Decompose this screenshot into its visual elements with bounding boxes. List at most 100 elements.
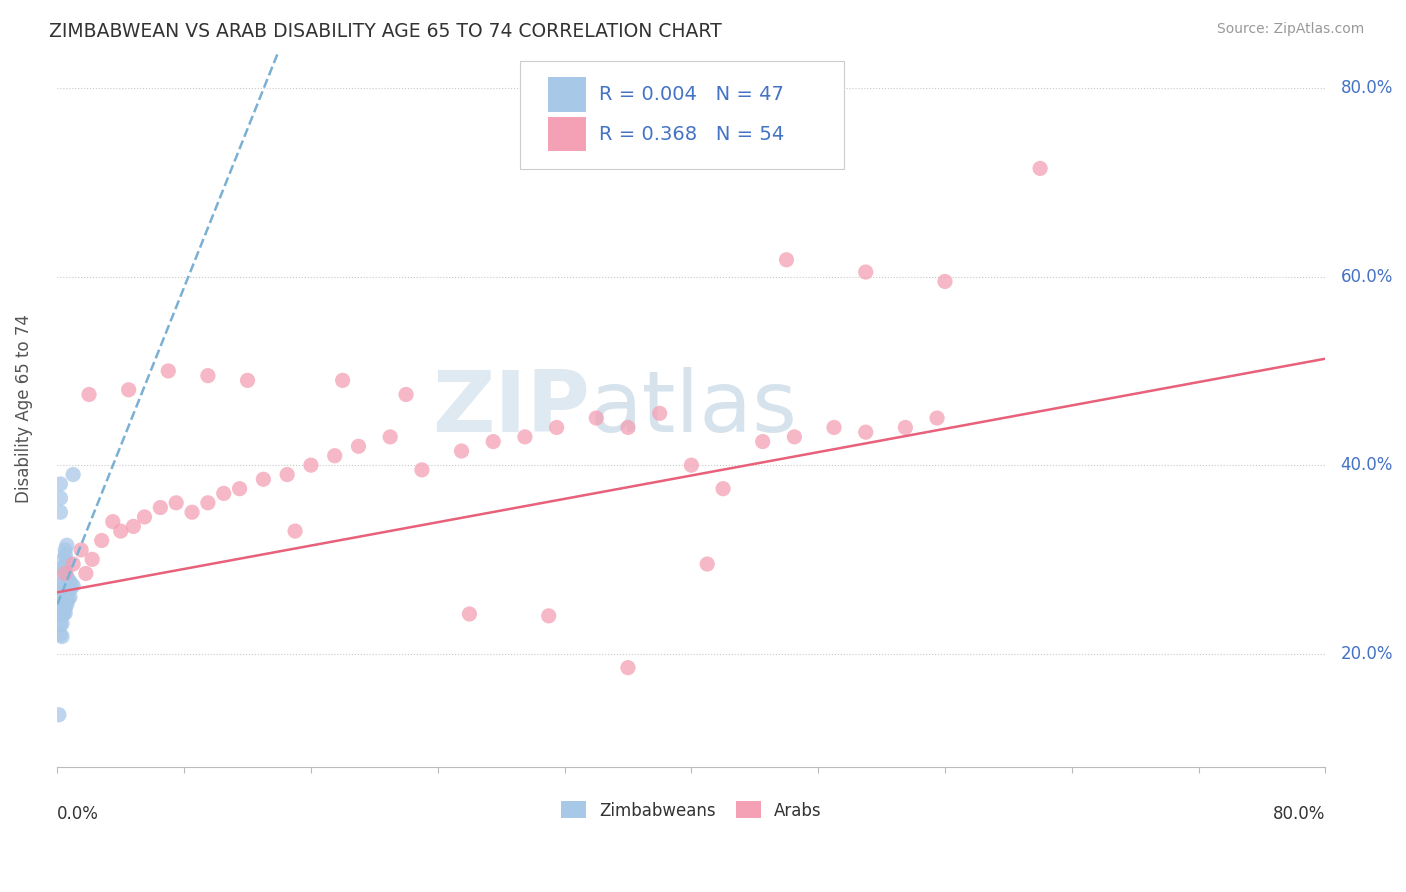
Point	[513, 430, 536, 444]
Point	[82, 552, 104, 566]
Point	[51, 585, 73, 599]
Point	[53, 566, 76, 581]
Point	[585, 411, 607, 425]
Point	[110, 524, 132, 538]
Point	[53, 564, 76, 578]
Text: atlas: atlas	[591, 368, 799, 450]
Point	[925, 411, 948, 425]
Point	[395, 387, 418, 401]
Point	[934, 275, 956, 289]
Point	[52, 591, 75, 606]
Point	[70, 542, 93, 557]
Point	[149, 500, 172, 515]
Point	[56, 598, 79, 612]
Point	[62, 467, 84, 482]
Point	[323, 449, 346, 463]
Point	[236, 373, 259, 387]
Point	[411, 463, 433, 477]
Point	[52, 582, 75, 597]
Point	[212, 486, 235, 500]
Point	[51, 575, 73, 590]
Point	[347, 439, 370, 453]
Point	[53, 579, 76, 593]
Point	[648, 406, 671, 420]
Text: 80.0%: 80.0%	[1272, 805, 1326, 823]
Point	[252, 472, 274, 486]
Point	[49, 477, 72, 491]
Point	[855, 425, 877, 439]
Text: R = 0.368   N = 54: R = 0.368 N = 54	[599, 125, 785, 144]
Point	[59, 574, 82, 589]
Point	[711, 482, 734, 496]
FancyBboxPatch shape	[520, 62, 844, 169]
Point	[75, 566, 97, 581]
Point	[458, 607, 481, 621]
Text: Source: ZipAtlas.com: Source: ZipAtlas.com	[1216, 22, 1364, 37]
Point	[58, 591, 80, 606]
Point	[52, 560, 75, 574]
Point	[546, 420, 568, 434]
Point	[157, 364, 180, 378]
Point	[228, 482, 250, 496]
Point	[49, 628, 72, 642]
Point	[59, 590, 82, 604]
Point	[1029, 161, 1052, 176]
Point	[49, 618, 72, 632]
Point	[62, 579, 84, 593]
Point	[122, 519, 145, 533]
Point	[49, 571, 72, 585]
Point	[51, 599, 73, 614]
Point	[56, 569, 79, 583]
Text: 40.0%: 40.0%	[1341, 456, 1393, 475]
Text: 20.0%: 20.0%	[1341, 645, 1393, 663]
Point	[617, 660, 640, 674]
Legend: Zimbabweans, Arabs: Zimbabweans, Arabs	[554, 795, 828, 826]
Point	[51, 604, 73, 618]
Point	[53, 606, 76, 620]
Point	[617, 420, 640, 434]
Point	[197, 496, 219, 510]
Point	[51, 608, 73, 623]
Point	[52, 598, 75, 612]
FancyBboxPatch shape	[548, 78, 586, 112]
Point	[52, 552, 75, 566]
Point	[49, 505, 72, 519]
Y-axis label: Disability Age 65 to 74: Disability Age 65 to 74	[15, 314, 32, 503]
Point	[62, 557, 84, 571]
Point	[59, 582, 82, 597]
Point	[894, 420, 917, 434]
Point	[775, 252, 797, 267]
Point	[276, 467, 298, 482]
Text: 0.0%: 0.0%	[58, 805, 100, 823]
Point	[482, 434, 505, 449]
Point	[51, 590, 73, 604]
Text: 80.0%: 80.0%	[1341, 79, 1393, 97]
Point	[284, 524, 307, 538]
Point	[52, 581, 75, 595]
Point	[53, 601, 76, 615]
Point	[52, 601, 75, 615]
Point	[117, 383, 139, 397]
Point	[380, 430, 402, 444]
Point	[537, 608, 560, 623]
Point	[783, 430, 806, 444]
Point	[56, 585, 79, 599]
Point	[823, 420, 845, 434]
Point	[134, 510, 156, 524]
Point	[101, 515, 124, 529]
Text: ZIP: ZIP	[432, 368, 591, 450]
Point	[51, 616, 73, 631]
Text: ZIMBABWEAN VS ARAB DISABILITY AGE 65 TO 74 CORRELATION CHART: ZIMBABWEAN VS ARAB DISABILITY AGE 65 TO …	[49, 22, 721, 41]
Point	[197, 368, 219, 383]
Point	[56, 538, 79, 552]
Point	[696, 557, 718, 571]
Point	[58, 581, 80, 595]
Point	[58, 573, 80, 587]
Point	[77, 387, 100, 401]
Point	[56, 554, 79, 568]
Point	[181, 505, 204, 519]
Point	[450, 444, 472, 458]
Point	[48, 707, 70, 722]
Point	[51, 562, 73, 576]
Point	[53, 588, 76, 602]
